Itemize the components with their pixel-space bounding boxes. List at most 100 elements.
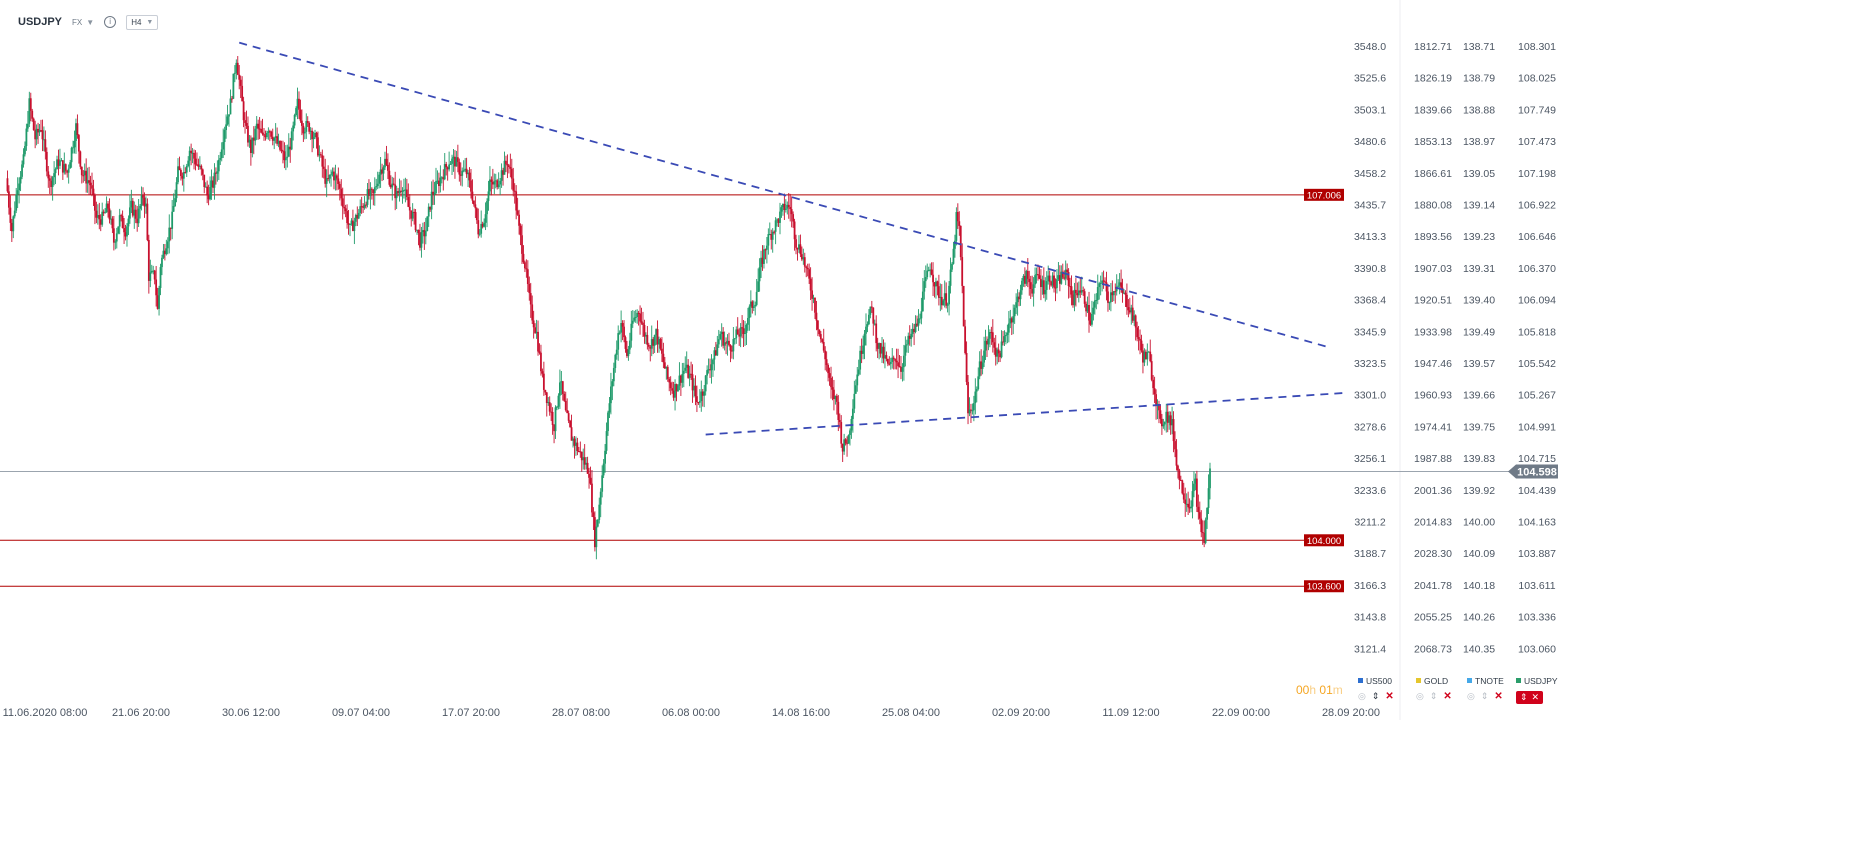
sort-icon[interactable]: ⇕ xyxy=(1371,691,1380,701)
symbol-label[interactable]: USDJPY xyxy=(18,16,63,28)
candle-body xyxy=(742,328,745,335)
candle-body xyxy=(849,430,851,436)
candle-body xyxy=(993,342,996,348)
timeframe-select[interactable]: H4 ▼ xyxy=(126,14,159,30)
candle-body xyxy=(80,166,83,176)
timeframe-value: H4 xyxy=(131,17,142,27)
candle-body xyxy=(255,123,258,129)
candle-body xyxy=(284,157,287,161)
candle-body xyxy=(1172,419,1175,442)
candle-body xyxy=(844,439,847,444)
timer-h-unit: h xyxy=(1309,683,1317,697)
legend-tnote[interactable]: TNOTE ◎ ⇕ ✕ xyxy=(1467,676,1504,702)
x-axis-tick: 11.09 12:00 xyxy=(1102,707,1159,719)
sort-icon[interactable]: ⇕ xyxy=(1520,692,1528,702)
y-axis-tick-usdjpy: 103.336 xyxy=(1518,612,1556,624)
candle-body xyxy=(662,353,665,363)
candle-body xyxy=(1169,415,1172,426)
candle-body xyxy=(438,180,440,187)
lower-trendline[interactable] xyxy=(705,392,1346,436)
y-axis-tick-gold: 1853.13 xyxy=(1414,136,1452,148)
candle-body xyxy=(315,132,318,138)
close-icon[interactable]: ✕ xyxy=(1494,691,1503,702)
candle-body xyxy=(799,244,802,255)
candle-body xyxy=(736,329,739,335)
sort-icon[interactable]: ⇕ xyxy=(1429,691,1438,701)
candle-body xyxy=(1023,275,1026,284)
candle-body xyxy=(435,181,437,194)
candle-body xyxy=(302,125,305,134)
candle-body xyxy=(1140,340,1143,351)
candle-body xyxy=(89,182,92,186)
eye-icon[interactable]: ◎ xyxy=(1416,691,1424,701)
eye-icon[interactable]: ◎ xyxy=(1467,691,1475,701)
candle-body xyxy=(470,180,472,192)
close-icon[interactable]: ✕ xyxy=(1443,691,1452,702)
y-axis-tick-us500: 3323.5 xyxy=(1354,358,1386,370)
candle-body xyxy=(913,328,916,333)
candle-body xyxy=(239,79,242,86)
y-axis-tick-gold: 1960.93 xyxy=(1414,390,1452,402)
close-icon[interactable]: ✕ xyxy=(1385,691,1394,702)
legend-us500[interactable]: US500 ◎ ⇕ ✕ xyxy=(1358,676,1394,702)
candle-body xyxy=(249,139,252,153)
candle-body xyxy=(522,253,525,263)
legend-gold[interactable]: GOLD ◎ ⇕ ✕ xyxy=(1416,676,1452,702)
candle-body xyxy=(1115,286,1118,292)
candle-body xyxy=(910,333,913,339)
candle-body xyxy=(60,160,63,162)
x-axis-tick: 06.08 00:00 xyxy=(662,707,720,719)
candle-body xyxy=(394,184,397,199)
candle-body xyxy=(75,123,77,141)
candle-body xyxy=(108,208,111,220)
sort-icon[interactable]: ⇕ xyxy=(1480,691,1489,701)
candle-body xyxy=(752,306,755,308)
y-axis-tick-us500: 3278.6 xyxy=(1354,421,1386,433)
y-axis-tick-gold: 2055.25 xyxy=(1414,612,1452,624)
candle-body xyxy=(1204,519,1207,543)
candle-body xyxy=(774,220,777,232)
price-level-badge[interactable] xyxy=(1304,580,1344,593)
candle-body xyxy=(1089,320,1092,325)
candle-body xyxy=(1057,275,1060,280)
legend-usdjpy[interactable]: USDJPY ⇕ ✕ xyxy=(1516,676,1558,704)
candle-body xyxy=(553,424,555,432)
candle-body xyxy=(540,352,542,372)
candle-body xyxy=(382,167,385,174)
price-level-badge[interactable] xyxy=(1304,534,1344,547)
y-axis-tick-gold: 1880.08 xyxy=(1414,200,1452,212)
candle-body xyxy=(312,137,315,140)
y-axis-tick-gold: 2041.78 xyxy=(1414,580,1452,592)
eye-icon[interactable]: ◎ xyxy=(1358,691,1366,701)
candle-body xyxy=(436,180,439,182)
symbol-dropdown-icon[interactable]: ▼ xyxy=(86,17,95,27)
candle-body xyxy=(531,304,534,321)
candle-body xyxy=(822,342,825,351)
close-icon[interactable]: ✕ xyxy=(1531,692,1540,702)
y-axis-tick-usdjpy: 104.439 xyxy=(1518,485,1556,497)
x-axis-tick: 09.07 04:00 xyxy=(332,707,390,719)
price-level-badge[interactable] xyxy=(1304,188,1344,201)
y-axis-tick-usdjpy: 105.818 xyxy=(1518,326,1556,338)
candle-body xyxy=(40,130,42,132)
candle-body xyxy=(617,333,620,350)
candle-body xyxy=(1165,411,1168,422)
candle-body xyxy=(876,343,879,349)
candle-body xyxy=(162,250,165,258)
candle-body xyxy=(1126,294,1128,308)
candle-body xyxy=(935,281,937,287)
candle-body xyxy=(886,358,889,364)
candle-body xyxy=(911,328,914,334)
candle-body xyxy=(649,346,652,349)
candle-body xyxy=(1085,303,1088,312)
candle-body xyxy=(146,203,149,240)
candle-body xyxy=(248,139,251,143)
candle-body xyxy=(1015,302,1018,308)
info-icon[interactable]: i xyxy=(104,16,117,28)
candle-body xyxy=(892,357,895,360)
market-label: FX xyxy=(72,17,83,27)
y-axis-tick-tnote: 140.18 xyxy=(1463,580,1495,592)
upper-trendline[interactable] xyxy=(238,41,1327,348)
candle-body xyxy=(722,331,725,346)
